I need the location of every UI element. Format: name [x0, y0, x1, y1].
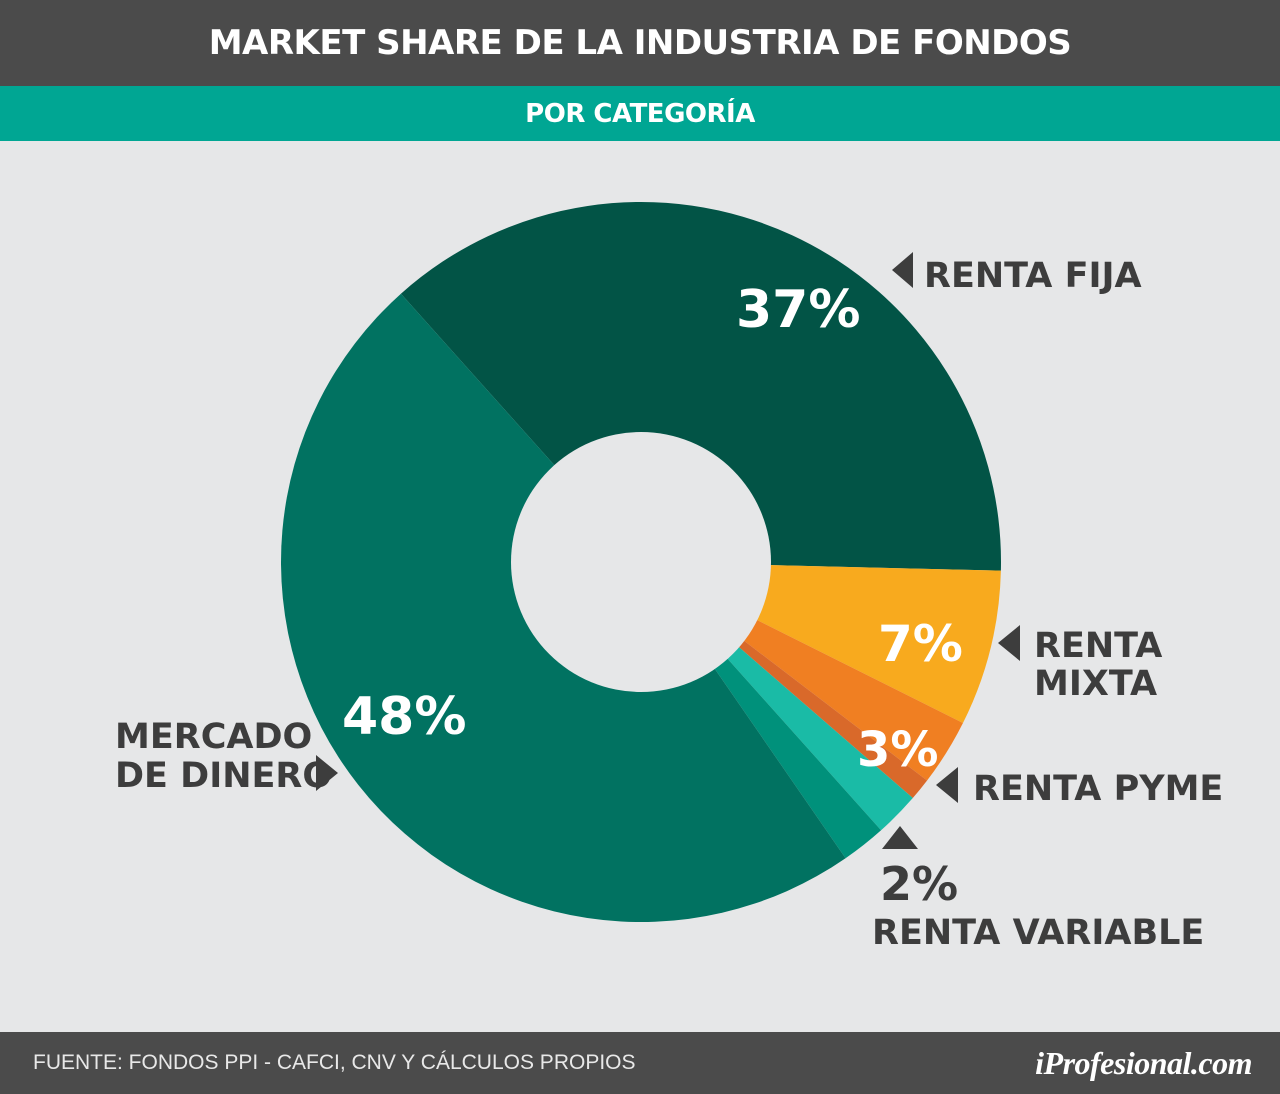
category-label-renta-fija: RENTA FIJA — [924, 256, 1142, 296]
value-label-renta-variable: 2% — [880, 857, 958, 911]
footer: FUENTE: FONDOS PPI - CAFCI, CNV Y CÁLCUL… — [0, 1032, 1280, 1094]
chart-subtitle: POR CATEGORÍA — [0, 86, 1280, 141]
value-label-renta-pyme: 3% — [857, 722, 939, 778]
value-label-mercado-de-dinero: 48% — [342, 687, 466, 747]
arrow-renta-variable-icon — [882, 826, 918, 849]
donut-hole — [511, 432, 771, 692]
category-label-renta-variable: RENTA VARIABLE — [872, 913, 1204, 953]
value-label-renta-fija: 37% — [736, 280, 860, 340]
category-label-renta-pyme: RENTA PYME — [973, 769, 1223, 809]
arrow-renta-mixta-icon — [998, 625, 1020, 661]
arrow-renta-pyme-icon — [936, 767, 958, 803]
arrow-renta-fija-icon — [892, 252, 913, 288]
category-label-mercado-de-dinero: MERCADO DE DINERO — [115, 717, 332, 796]
source-note: FUENTE: FONDOS PPI - CAFCI, CNV Y CÁLCUL… — [33, 1051, 636, 1074]
arrow-mercado-de-dinero-icon — [316, 755, 338, 791]
chart-title: MARKET SHARE DE LA INDUSTRIA DE FONDOS — [0, 0, 1280, 86]
value-label-renta-mixta: 7% — [878, 615, 963, 673]
category-label-renta-mixta: RENTA MIXTA — [1034, 626, 1175, 704]
brand-logo[interactable]: iProfesional.com — [1035, 1044, 1252, 1081]
slice-renta-fija — [400, 202, 1002, 571]
